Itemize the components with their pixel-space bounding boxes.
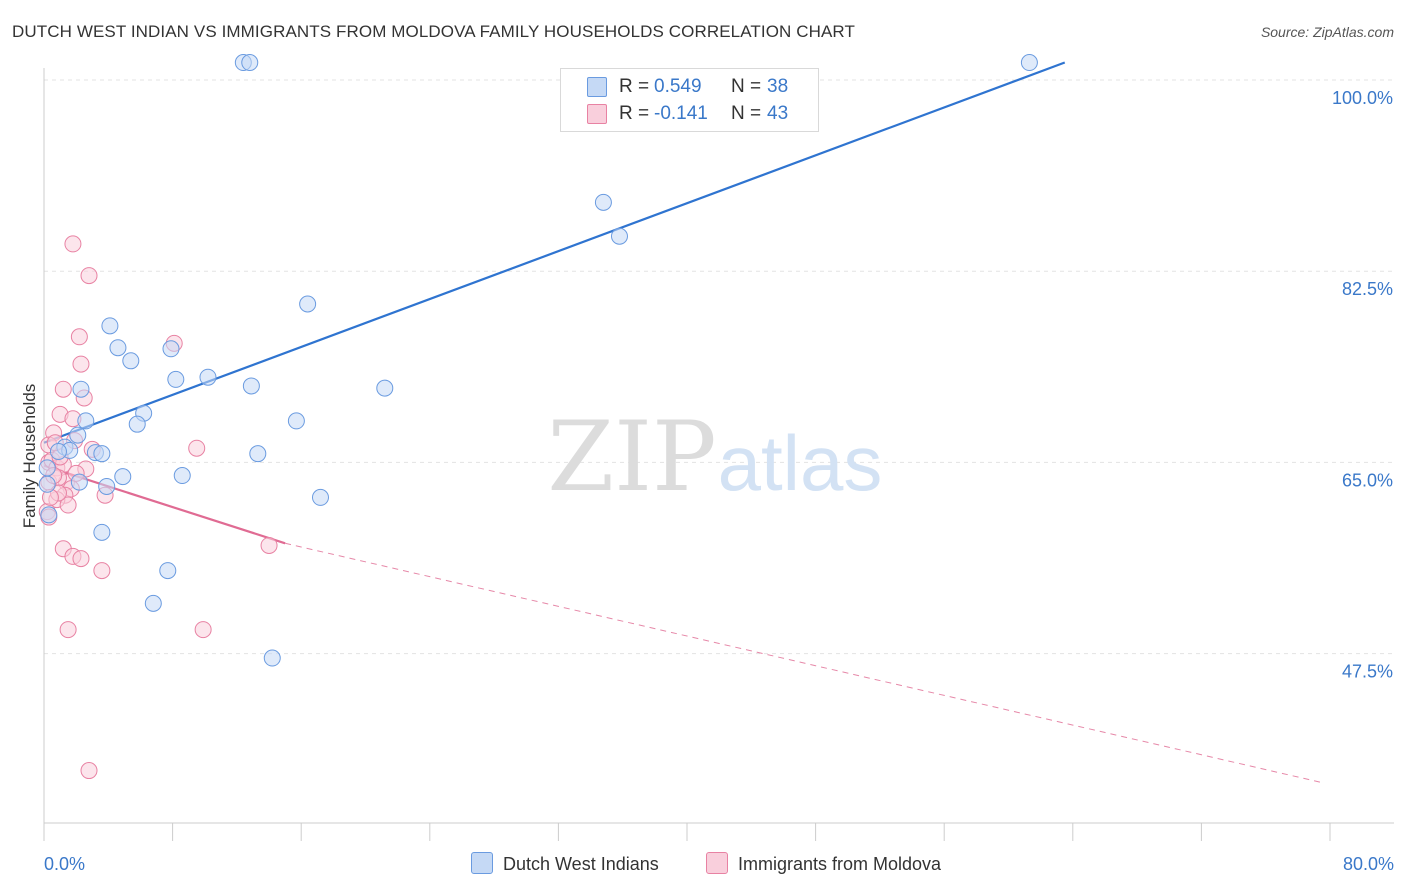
bottom-legend-swatch-blue (471, 852, 493, 874)
y-tick-label: 100.0% (1332, 88, 1393, 108)
bottom-legend-label: Immigrants from Moldova (738, 854, 942, 874)
legend-row-immigrants-from-moldova: R = -0.141 N = 43 (561, 101, 818, 127)
x-tick-label: 80.0% (1343, 854, 1394, 874)
bottom-legend-swatch-pink (706, 852, 728, 874)
legend: R = 0.549 N = 38 R = -0.141 N = 43 (560, 68, 819, 132)
point-dutch-west-indians (241, 54, 259, 72)
point-dutch-west-indians (38, 459, 56, 477)
point-dutch-west-indians (287, 412, 305, 430)
point-dutch-west-indians (311, 488, 329, 506)
point-dutch-west-indians (101, 317, 119, 335)
y-tick-label: 47.5% (1342, 662, 1393, 682)
point-dutch-west-indians (109, 339, 127, 357)
point-immigrants-from-moldova (54, 380, 72, 398)
point-immigrants-from-moldova (72, 550, 90, 568)
point-immigrants-from-moldova (72, 355, 90, 373)
trend-line-0 (43, 61, 1066, 444)
point-immigrants-from-moldova (194, 621, 212, 639)
point-dutch-west-indians (594, 193, 612, 211)
chart-title: DUTCH WEST INDIAN VS IMMIGRANTS FROM MOL… (12, 22, 855, 41)
legend-r-label: R = (619, 103, 650, 124)
point-dutch-west-indians (159, 562, 177, 580)
point-immigrants-from-moldova (80, 762, 98, 780)
point-immigrants-from-moldova (70, 328, 88, 346)
point-dutch-west-indians (40, 506, 58, 524)
trend-line-extension-1 (285, 542, 1323, 784)
point-immigrants-from-moldova (188, 439, 206, 457)
point-dutch-west-indians (249, 445, 267, 463)
legend-swatch-pink (587, 104, 607, 124)
point-dutch-west-indians (167, 370, 185, 388)
watermark-atlas: atlas (718, 419, 883, 507)
legend-r-label: R = (619, 76, 650, 97)
point-dutch-west-indians (162, 340, 180, 358)
point-dutch-west-indians (263, 649, 281, 667)
point-dutch-west-indians (49, 443, 67, 460)
legend-row-dutch-west-indians: R = 0.549 N = 38 (561, 74, 818, 100)
watermark: ZIP atlas (547, 401, 882, 513)
bottom-legend-dutch-west-indians: Dutch West Indians (471, 852, 659, 876)
point-dutch-west-indians (299, 295, 317, 313)
point-dutch-west-indians (376, 379, 394, 397)
legend-n-label: N = (731, 103, 762, 124)
legend-r-value: 0.549 (654, 76, 702, 97)
point-dutch-west-indians (173, 467, 191, 485)
bottom-legend-label: Dutch West Indians (503, 854, 659, 874)
point-dutch-west-indians (1020, 54, 1038, 72)
x-tick-label: 0.0% (44, 854, 85, 874)
point-dutch-west-indians (122, 352, 140, 370)
point-dutch-west-indians (77, 412, 95, 430)
point-immigrants-from-moldova (260, 536, 278, 554)
legend-r-value: -0.141 (654, 103, 708, 124)
tick-label-layer: 100.0% 82.5% 65.0% 47.5% 0.0% 80.0% (44, 88, 1394, 874)
point-dutch-west-indians (128, 415, 146, 433)
point-dutch-west-indians (38, 475, 56, 493)
points-layer (38, 54, 1038, 780)
point-immigrants-from-moldova (64, 235, 82, 253)
point-dutch-west-indians (70, 473, 88, 491)
chart-source: Source: ZipAtlas.com (1260, 24, 1394, 40)
point-immigrants-from-moldova (93, 562, 111, 580)
bottom-legend-immigrants-from-moldova: Immigrants from Moldova (706, 852, 941, 876)
point-dutch-west-indians (242, 377, 260, 395)
watermark-zip: ZIP (547, 401, 716, 513)
point-dutch-west-indians (69, 426, 87, 444)
legend-n-value: 38 (767, 76, 789, 97)
point-immigrants-from-moldova (59, 496, 77, 514)
y-tick-label: 82.5% (1342, 279, 1393, 299)
legend-n-value: 43 (767, 103, 789, 124)
point-immigrants-from-moldova (59, 621, 77, 639)
point-dutch-west-indians (72, 380, 90, 398)
point-dutch-west-indians (114, 468, 132, 486)
point-dutch-west-indians (93, 445, 111, 463)
legend-swatch-blue (587, 77, 607, 97)
y-tick-label: 65.0% (1342, 470, 1393, 490)
legend-n-label: N = (731, 76, 762, 97)
axes-layer (43, 68, 1394, 841)
point-dutch-west-indians (93, 523, 111, 541)
y-axis-title: Family Households (20, 384, 39, 529)
point-dutch-west-indians (98, 477, 116, 495)
point-immigrants-from-moldova (80, 267, 98, 285)
point-dutch-west-indians (610, 227, 628, 245)
point-dutch-west-indians (144, 594, 162, 612)
point-dutch-west-indians (199, 368, 217, 386)
